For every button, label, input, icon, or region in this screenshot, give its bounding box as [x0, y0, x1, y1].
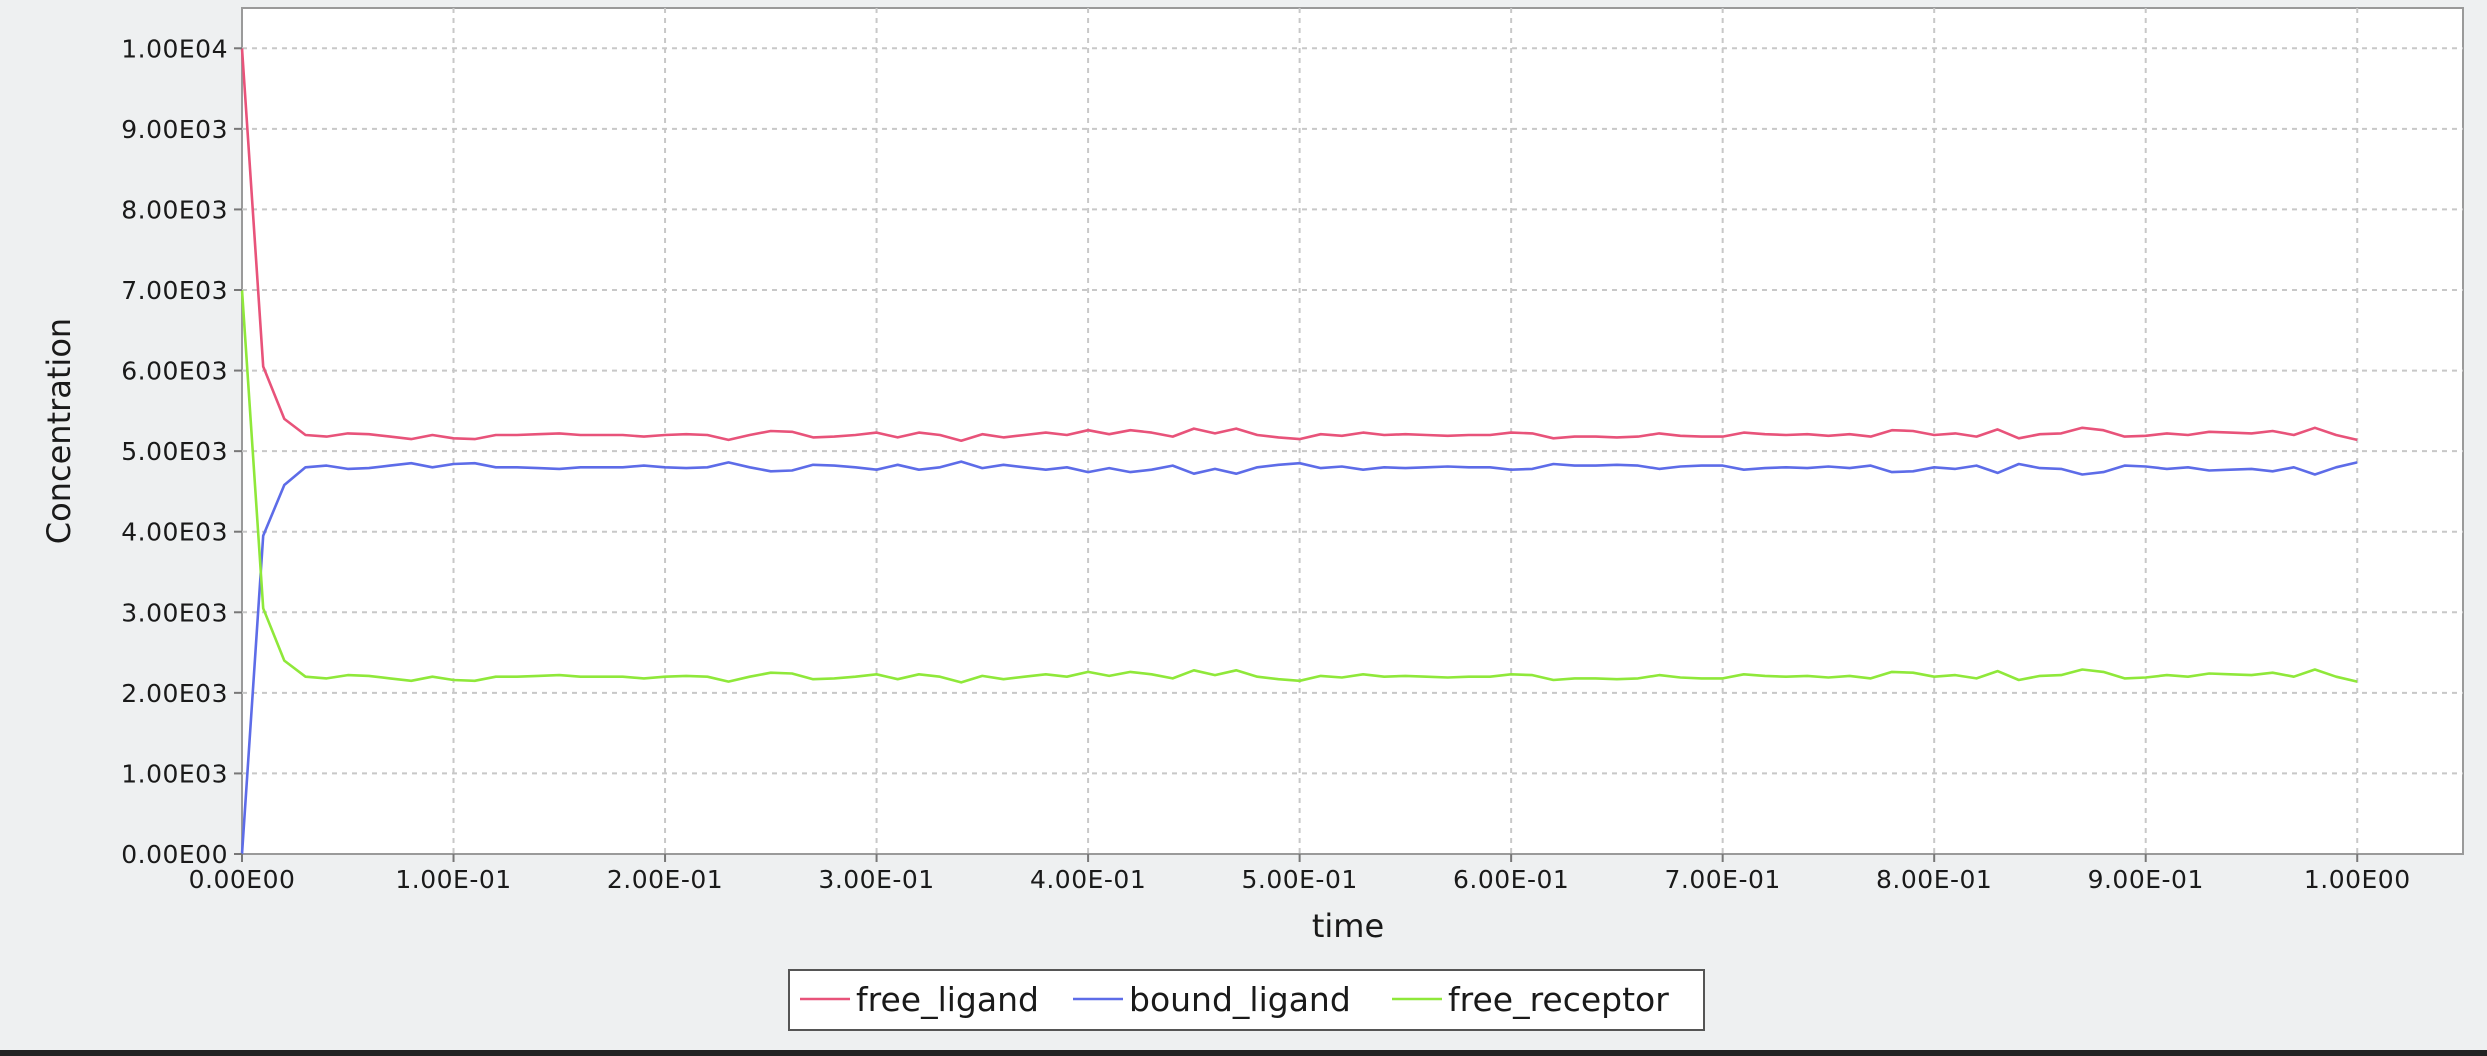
x-tick-label: 3.00E-01: [818, 865, 934, 894]
legend-box: [788, 969, 1705, 1031]
window-bottom-border: [0, 1050, 2487, 1056]
series-line-free-receptor: [240, 289, 2358, 684]
x-tick-label: 5.00E-01: [1241, 865, 1357, 894]
series-layer: [240, 48, 2358, 855]
x-tick-label: 0.00E00: [189, 865, 296, 894]
x-tick-label: 7.00E-01: [1665, 865, 1781, 894]
x-axis-ticks: 0.00E00 1.00E-01 2.00E-01 3.00E-01 4.00E-01 5…: [189, 854, 2411, 894]
legend-label-free-ligand: free_ligand: [856, 980, 1039, 1019]
y-tick-label: 3.00E03: [121, 598, 228, 627]
plot-area: [241, 7, 2464, 855]
y-tick-label: 1.00E03: [121, 759, 228, 788]
legend: free_ligand bound_ligand free_receptor: [788, 969, 1705, 1031]
x-tick-label: 1.00E-01: [395, 865, 511, 894]
y-tick-label: 4.00E03: [121, 518, 228, 547]
y-axis-title: Concentration: [40, 318, 78, 544]
series-line-free-ligand: [240, 48, 2358, 442]
y-tick-label: 5.00E03: [121, 437, 228, 466]
y-tick-label: 2.00E03: [121, 679, 228, 708]
legend-label-free-receptor: free_receptor: [1448, 980, 1669, 1019]
x-tick-label: 1.00E00: [2304, 865, 2411, 894]
x-tick-label: 6.00E-01: [1453, 865, 1569, 894]
legend-items: free_ligand bound_ligand free_receptor: [800, 980, 1669, 1019]
x-tick-label: 9.00E-01: [2088, 865, 2204, 894]
y-axis-ticks: 0.00E00 1.00E03 2.00E03 3.00E03 4.00E03 5.00E…: [121, 34, 242, 869]
series-line-bound-ligand: [240, 460, 2358, 855]
legend-label-bound-ligand: bound_ligand: [1129, 980, 1351, 1019]
x-tick-label: 4.00E-01: [1030, 865, 1146, 894]
x-tick-label: 2.00E-01: [607, 865, 723, 894]
y-tick-label: 8.00E03: [121, 195, 228, 224]
y-tick-label: 0.00E00: [121, 840, 228, 869]
x-axis-title: time: [1312, 907, 1384, 945]
x-tick-label: 8.00E-01: [1876, 865, 1992, 894]
y-tick-label: 6.00E03: [121, 357, 228, 386]
y-tick-label: 1.00E04: [121, 34, 228, 63]
y-tick-label: 9.00E03: [121, 115, 228, 144]
y-tick-label: 7.00E03: [121, 276, 228, 305]
